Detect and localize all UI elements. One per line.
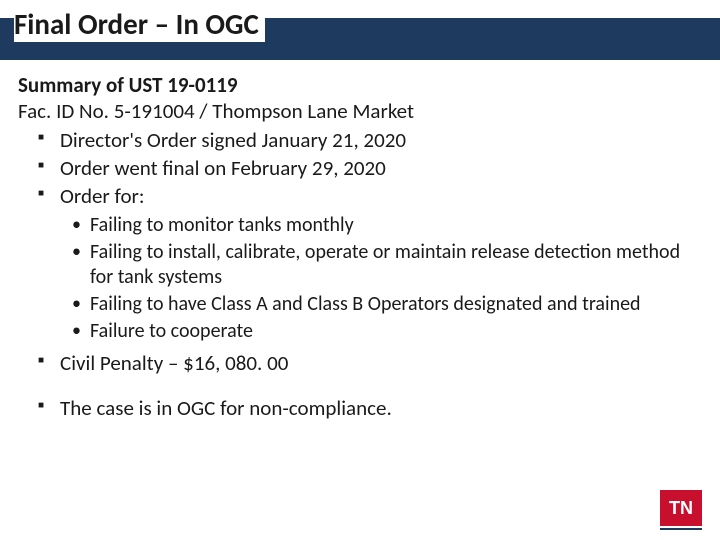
tn-logo-text: TN	[669, 498, 693, 519]
tn-logo: TN	[660, 490, 702, 526]
list-item: Failure to cooperate	[90, 319, 702, 344]
slide-title: Final Order – In OGC	[14, 6, 265, 42]
list-item: Director's Order signed January 21, 2020	[60, 127, 702, 153]
tn-logo-underline	[660, 528, 702, 530]
bullet-list-level1: Director's Order signed January 21, 2020…	[18, 127, 702, 377]
facility-line: Fac. ID No. 5-191004 / Thompson Lane Mar…	[18, 98, 702, 124]
slide-header: Final Order – In OGC	[0, 0, 720, 60]
summary-heading: Summary of UST 19-0119	[18, 72, 702, 98]
slide-content: Summary of UST 19-0119 Fac. ID No. 5-191…	[0, 60, 720, 421]
list-item: Failing to monitor tanks monthly	[90, 213, 702, 238]
list-item: Failing to have Class A and Class B Oper…	[90, 292, 702, 317]
list-item: The case is in OGC for non-compliance.	[60, 395, 702, 421]
list-item-label: Order for:	[60, 183, 144, 209]
list-item: Order went final on February 29, 2020	[60, 155, 702, 181]
list-item: Order for: Failing to monitor tanks mont…	[60, 183, 702, 344]
list-item: Civil Penalty – $16, 080. 00	[60, 350, 702, 376]
list-item: Failing to install, calibrate, operate o…	[90, 240, 702, 290]
bullet-list-final: The case is in OGC for non-compliance.	[18, 395, 702, 421]
bullet-list-level2: Failing to monitor tanks monthly Failing…	[60, 213, 702, 344]
